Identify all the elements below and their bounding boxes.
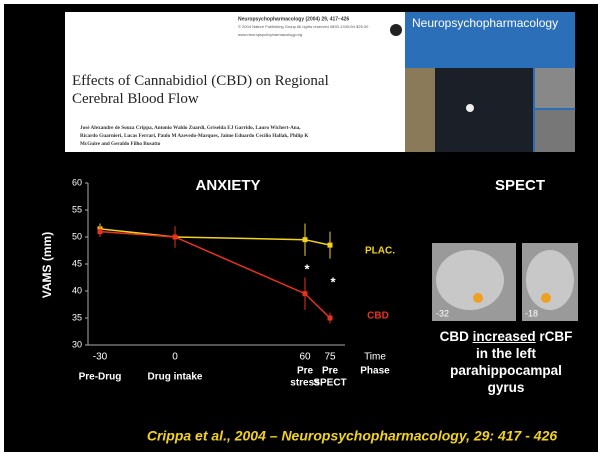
cover-neuron xyxy=(466,104,474,112)
y-tick-label: 35 xyxy=(72,312,82,322)
y-tick-label: 45 xyxy=(72,258,82,268)
slice-label: -18 xyxy=(525,308,538,318)
x-tick-label: 75 xyxy=(324,352,336,363)
caption-emphasis: increased xyxy=(473,329,536,344)
point xyxy=(328,243,333,248)
x-tick-label: 0 xyxy=(172,352,178,363)
series-label: CBD xyxy=(367,311,389,322)
paper-title-box: Effects of Cannabidiol (CBD) on Regional… xyxy=(72,72,372,112)
y-tick-label: 55 xyxy=(72,204,82,214)
activation-spot xyxy=(541,293,551,303)
y-axis-label: VAMS (mm) xyxy=(40,232,54,298)
paper-title: Effects of Cannabidiol (CBD) on Regional… xyxy=(72,72,372,108)
paper-rights: © 2004 Nature Publishing Group All right… xyxy=(238,24,369,29)
series-label: PLAC. xyxy=(365,246,395,257)
paper-citation: Neuropsychopharmacology (2004) 29, 417–4… xyxy=(238,16,349,22)
x-axis-label: Time xyxy=(364,352,386,363)
x-axis-label: Phase xyxy=(360,366,390,377)
y-tick-label: 30 xyxy=(72,339,82,349)
reference: Crippa et al., 2004 – Neuropsychopharmac… xyxy=(147,428,558,444)
cover-image xyxy=(535,110,575,152)
paper-authors: Ricardo Guarnieri, Lucas Ferrari, Paulo … xyxy=(80,133,308,139)
x-tick-label: -30 xyxy=(93,352,108,363)
publisher-logo xyxy=(390,24,402,36)
slide: Neuropsychopharmacology (2004) 29, 417–4… xyxy=(0,0,602,456)
phase-label: SPECT xyxy=(313,378,346,389)
chart-title: ANXIETY xyxy=(195,177,260,194)
y-tick-label: 40 xyxy=(72,285,82,295)
brain-tissue xyxy=(436,250,504,310)
point xyxy=(303,291,308,296)
point xyxy=(98,229,103,234)
point xyxy=(173,235,178,240)
cover-image xyxy=(405,68,435,152)
y-tick-label: 50 xyxy=(72,231,82,241)
phase-label: Pre xyxy=(322,366,339,377)
y-tick-label: 60 xyxy=(72,177,82,187)
paper-authors: José Alexandre de Souza Crippa, Antonio … xyxy=(80,125,301,131)
x-tick-label: 60 xyxy=(299,352,311,363)
spect-caption: CBD increased rCBF in the left parahippo… xyxy=(432,328,580,396)
caption-text: CBD xyxy=(440,329,469,344)
journal-name: Neuropsychopharmacology xyxy=(412,16,558,30)
cover-image xyxy=(535,68,575,108)
paper-authors: McGuire and Geraldo Filho Busatto xyxy=(80,141,161,147)
point xyxy=(328,316,333,321)
phase-label: Pre xyxy=(297,366,314,377)
slice-label: -32 xyxy=(436,308,449,318)
spect-title: SPECT xyxy=(495,177,545,194)
point xyxy=(303,237,308,242)
phase-label: Drug intake xyxy=(147,372,202,383)
paper-url: www.neuropsychopharmacology.org xyxy=(238,32,302,37)
cover-image xyxy=(435,68,533,152)
activation-spot xyxy=(473,293,483,303)
phase-label: Pre-Drug xyxy=(79,372,122,383)
